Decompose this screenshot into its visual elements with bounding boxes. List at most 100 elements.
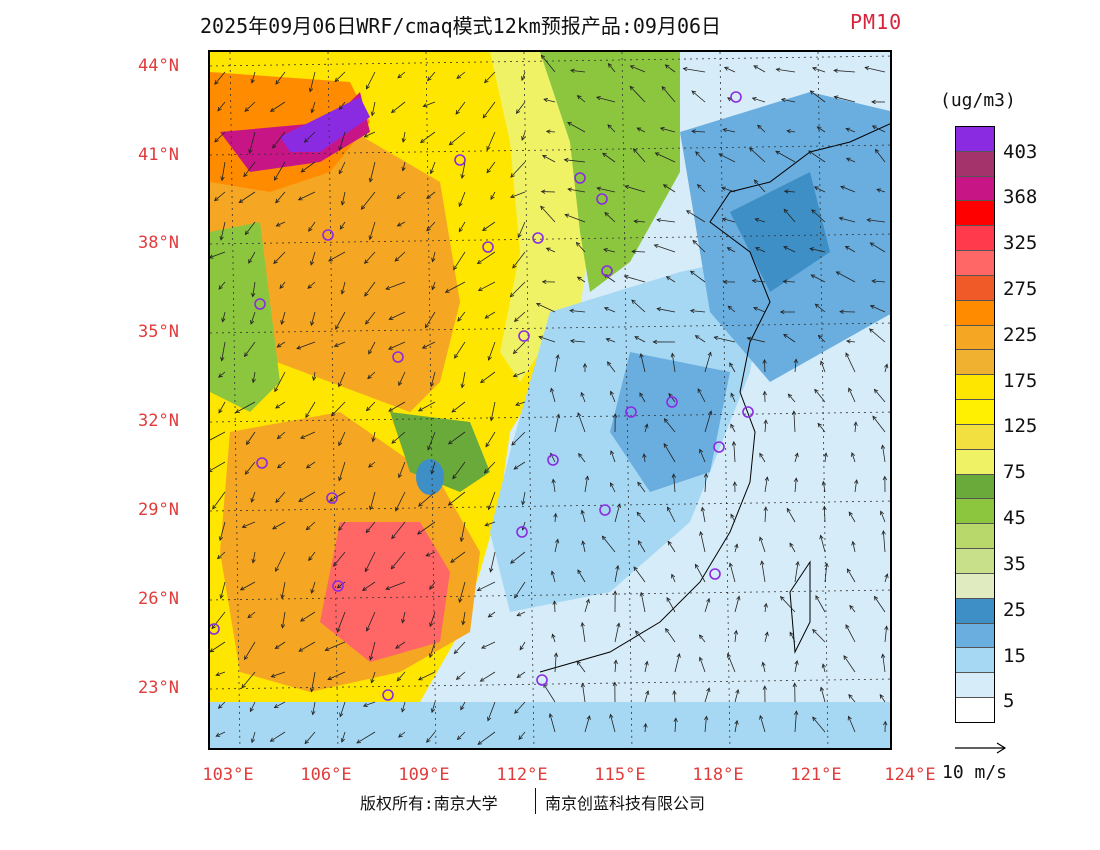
wind-arrow <box>370 101 376 117</box>
wind-arrow <box>554 538 560 553</box>
wind-arrow <box>854 479 859 493</box>
wind-arrow <box>764 631 769 643</box>
wind-arrow <box>210 251 226 259</box>
wind-arrow <box>280 611 286 629</box>
wind-arrow <box>853 421 858 433</box>
wind-arrow <box>521 491 526 506</box>
wind-arrow <box>275 221 286 227</box>
wind-arrow <box>728 562 736 583</box>
wind-arrow <box>333 551 346 567</box>
wind-arrow <box>454 341 466 359</box>
legend-label: 325 <box>1003 232 1038 254</box>
lat-label: 41°N <box>138 145 179 165</box>
wind-arrow <box>484 71 496 84</box>
wind-arrow <box>652 339 676 345</box>
wind-arrow <box>694 335 706 343</box>
wind-arrow <box>540 189 556 194</box>
color-scale-segment <box>956 474 994 500</box>
wind-arrow <box>390 101 406 114</box>
wind-arrow <box>636 511 646 523</box>
wind-arrow <box>882 475 888 493</box>
wind-arrow <box>418 491 436 507</box>
wind-arrow <box>872 415 886 433</box>
wind-arrow <box>864 66 886 73</box>
legend-label: 15 <box>1003 645 1026 667</box>
wind-arrow <box>431 281 436 291</box>
wind-arrow <box>275 71 286 85</box>
latitude-gridline <box>210 678 890 690</box>
wind-arrow <box>541 279 556 285</box>
wind-arrow <box>704 351 712 373</box>
wind-arrow <box>455 101 466 115</box>
wind-arrow <box>633 219 646 224</box>
wind-arrow <box>757 124 766 133</box>
city-marker <box>625 406 637 418</box>
wind-arrow <box>816 126 826 133</box>
wind-arrow <box>575 241 586 253</box>
wind-arrow <box>244 461 256 475</box>
wind-arrow <box>876 188 886 193</box>
wind-arrow <box>517 221 526 239</box>
wind-arrow <box>484 311 496 319</box>
wind-arrow <box>734 688 740 703</box>
color-scale-segment <box>956 549 994 574</box>
color-scale-segment <box>956 449 994 475</box>
city-marker <box>536 674 548 686</box>
wind-arrow <box>869 242 886 253</box>
wind-arrow <box>633 566 646 583</box>
wind-arrow <box>458 581 466 603</box>
wind-arrow <box>338 131 346 152</box>
wind-arrow <box>845 127 856 133</box>
city-marker <box>601 265 613 277</box>
wind-arrow <box>848 387 856 403</box>
latitude-gridline <box>210 322 890 334</box>
wind-arrow <box>554 354 560 373</box>
city-marker <box>516 526 528 538</box>
wind-arrow <box>243 161 256 178</box>
wind-arrow <box>482 221 496 232</box>
wind-arrow <box>794 710 799 733</box>
field-red-south <box>320 522 450 662</box>
wind-arrow <box>460 161 466 179</box>
wind-arrow <box>880 444 886 463</box>
wind-arrow <box>833 68 856 73</box>
wind-arrow <box>426 731 436 743</box>
wind-arrow <box>868 328 886 343</box>
wind-arrow <box>763 506 768 523</box>
wind-arrow <box>809 90 826 103</box>
wind-arrow <box>487 611 496 618</box>
wind-arrow <box>461 611 466 626</box>
wind-arrow <box>365 521 376 534</box>
wind-arrow <box>644 690 650 703</box>
wind-arrow <box>794 452 799 463</box>
wind-arrow <box>729 362 736 373</box>
wind-arrow <box>398 731 406 738</box>
wind-arrow <box>782 279 796 284</box>
wind-arrow <box>251 551 256 564</box>
color-scale-segment <box>956 375 994 401</box>
wind-arrow <box>644 423 649 433</box>
wind-arrow <box>215 671 226 677</box>
wind-arrow <box>221 311 226 323</box>
wind-arrow <box>339 221 346 230</box>
wind-arrow <box>578 452 586 463</box>
field-green <box>540 52 680 292</box>
wind-arrow <box>338 371 346 388</box>
wind-arrow <box>751 97 766 103</box>
wind-arrow <box>817 334 826 343</box>
wind-arrow <box>815 595 826 613</box>
wind-arrow <box>824 562 829 583</box>
wind-arrow <box>789 542 796 553</box>
wind-arrow <box>450 551 466 563</box>
wind-arrow <box>340 731 346 743</box>
wind-arrow <box>596 186 616 193</box>
wind-arrow <box>812 628 826 643</box>
wind-arrow <box>606 361 616 373</box>
coastline-north <box>709 123 890 343</box>
forecast-map <box>208 50 892 750</box>
wind-arrow <box>297 191 316 201</box>
wind-arrow <box>584 598 590 613</box>
wind-arrow <box>487 701 496 722</box>
wind-arrow <box>691 129 706 134</box>
wind-arrow <box>718 153 736 163</box>
